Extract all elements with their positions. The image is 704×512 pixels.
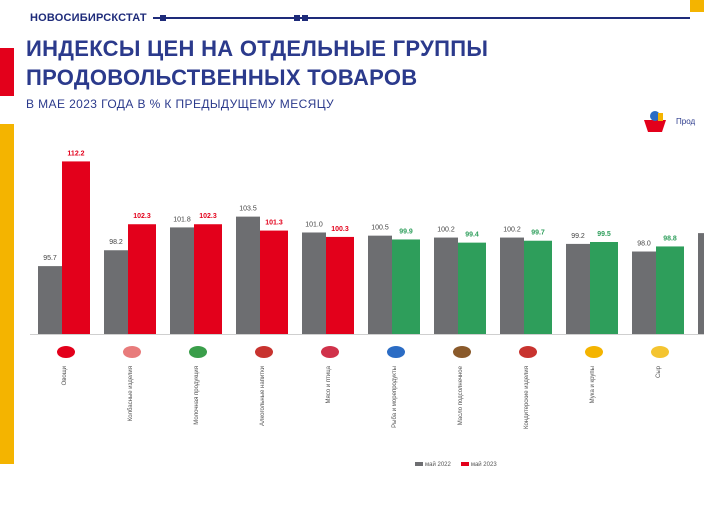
left-accent-red <box>0 48 14 96</box>
header-rule <box>30 17 690 19</box>
category-icon <box>189 346 207 358</box>
category-icon <box>57 346 75 358</box>
bar-2022 <box>698 233 704 334</box>
value-label-2023: 102.3 <box>199 213 217 220</box>
value-label-2023: 101.3 <box>265 220 283 227</box>
category-icon <box>123 346 141 358</box>
value-label-2022: 100.5 <box>371 225 389 232</box>
bar-2022 <box>500 237 524 334</box>
value-label-2022: 100.2 <box>437 227 455 234</box>
category-icon <box>519 346 537 358</box>
bar-2023 <box>392 239 420 334</box>
category-label: Масло подсолнечное <box>458 365 464 425</box>
value-label-2022: 101.8 <box>173 216 191 223</box>
value-label-2022: 98.2 <box>109 239 123 246</box>
value-label-2023: 99.5 <box>597 231 611 238</box>
category-icon <box>585 346 603 358</box>
value-label-2023: 99.4 <box>465 232 479 239</box>
page-subtitle: В МАЕ 2023 ГОДА В % К ПРЕДЫДУЩЕМУ МЕСЯЦУ <box>26 97 335 111</box>
category-label: Сыр <box>656 365 662 378</box>
bar-2022 <box>38 266 62 334</box>
bar-2023 <box>194 224 222 334</box>
value-label-2023: 99.7 <box>531 230 545 237</box>
title-line-2: ПРОДОВОЛЬСТВЕННЫХ ТОВАРОВ <box>26 65 418 90</box>
value-label-2022: 98.0 <box>637 241 651 248</box>
bar-2023 <box>62 161 90 334</box>
bar-2023 <box>458 242 486 334</box>
value-label-2022: 95.7 <box>43 255 57 262</box>
bar-2022 <box>368 235 392 334</box>
value-label-2023: 100.3 <box>331 226 349 233</box>
category-label: Алкогольные напитки <box>260 366 266 426</box>
category-icon <box>321 346 339 358</box>
header-rule-dot <box>302 15 308 21</box>
bar-2022 <box>434 237 458 334</box>
legend-item-2023: май 2023 <box>460 462 497 468</box>
category-icon <box>651 346 669 358</box>
value-label-2022: 103.5 <box>239 206 257 213</box>
value-label-2022: 101.0 <box>305 221 323 228</box>
category-label: Рыба и морепродукты <box>392 366 398 428</box>
bar-2023 <box>590 242 618 334</box>
header-rule-dot <box>294 15 300 21</box>
grocery-logo-icon <box>644 111 666 132</box>
chart-legend: май 2022 май 2023 <box>415 462 497 468</box>
left-accent-yellow <box>0 124 14 464</box>
bar-2023 <box>326 236 354 334</box>
category-label: Молочная продукция <box>194 366 200 425</box>
value-label-2022: 99.2 <box>571 233 585 240</box>
value-label-2023: 112.2 <box>67 150 84 157</box>
bar-2022 <box>170 227 194 334</box>
title-line-1: ИНДЕКСЫ ЦЕН НА ОТДЕЛЬНЫЕ ГРУППЫ <box>26 36 489 61</box>
header-rule-dot <box>160 15 166 21</box>
category-label: Мука и крупы <box>590 366 596 403</box>
brand-text: Прод <box>676 117 696 126</box>
value-label-2022: 100.2 <box>503 227 521 234</box>
legend-item-2022: май 2022 <box>415 462 451 468</box>
bar-2023 <box>524 240 552 334</box>
category-label: Кондитерские изделия <box>524 366 530 429</box>
category-icon <box>255 346 273 358</box>
value-label-2023: 102.3 <box>133 213 151 220</box>
category-icon <box>453 346 471 358</box>
value-label-2023: 99.9 <box>399 228 413 235</box>
bar-2023 <box>656 246 684 334</box>
right-accent-yellow <box>690 0 704 12</box>
bar-2022 <box>236 216 260 334</box>
bar-2023 <box>128 224 156 334</box>
bar-2022 <box>566 243 590 334</box>
org-name: НОВОСИБИРСКСТАТ <box>30 12 153 24</box>
value-label-2023: 98.8 <box>663 235 677 242</box>
category-label: Овощи <box>62 366 68 385</box>
bar-2023 <box>260 230 288 334</box>
page-title: ИНДЕКСЫ ЦЕН НА ОТДЕЛЬНЫЕ ГРУППЫ ПРОДОВОЛ… <box>26 34 666 92</box>
bar-2022 <box>104 250 128 334</box>
category-label: Мясо и птица <box>326 365 332 403</box>
bar-2022 <box>632 251 656 334</box>
category-icon <box>387 346 405 358</box>
bar-2022 <box>302 232 326 334</box>
category-label: Колбасные изделия <box>128 366 134 421</box>
